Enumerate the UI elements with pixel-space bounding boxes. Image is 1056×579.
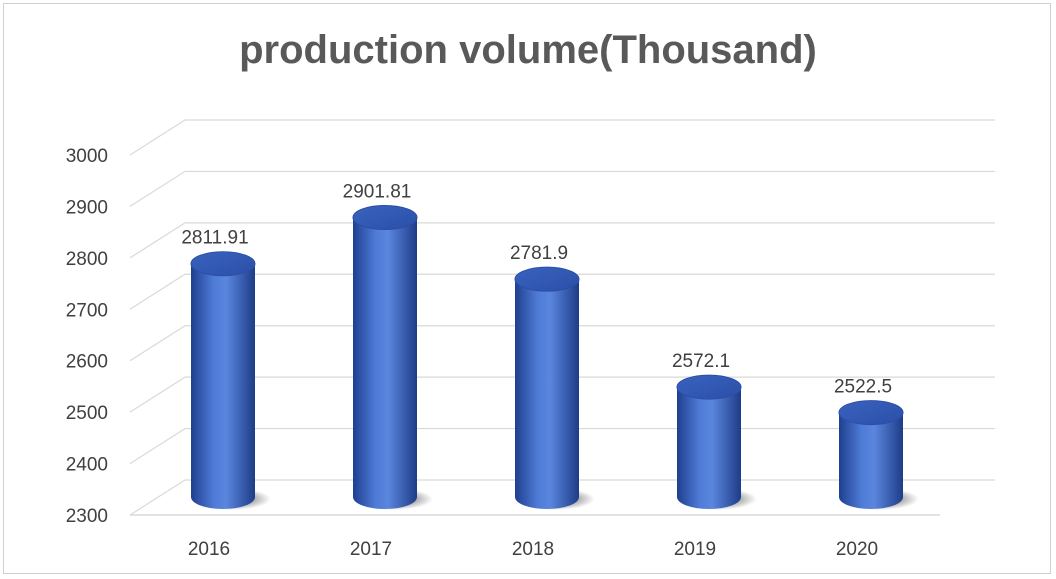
data-label: 2781.9 xyxy=(510,243,568,264)
gridline xyxy=(129,170,995,207)
x-tick-label: 2016 xyxy=(188,539,230,560)
y-tick-label: 2400 xyxy=(66,455,108,476)
bar xyxy=(191,263,255,509)
gridline xyxy=(129,325,995,362)
x-tick-label: 2018 xyxy=(512,539,554,560)
bar-top xyxy=(352,204,418,230)
x-tick-label: 2017 xyxy=(350,539,392,560)
bar-top xyxy=(676,374,742,400)
y-tick-label: 2800 xyxy=(66,249,108,270)
data-label: 2572.1 xyxy=(672,351,730,372)
bar xyxy=(353,217,417,509)
y-tick-label: 2700 xyxy=(66,300,108,321)
y-tick-label: 3000 xyxy=(66,146,108,167)
bar-top xyxy=(514,266,580,292)
bar xyxy=(839,412,903,509)
y-tick-label: 2900 xyxy=(66,197,108,218)
data-label: 2811.91 xyxy=(181,228,248,249)
gridline xyxy=(129,119,995,156)
bar xyxy=(515,279,579,509)
chart-title: production volume(Thousand) xyxy=(239,28,817,72)
gridline xyxy=(129,222,995,259)
x-tick-label: 2019 xyxy=(674,539,716,560)
bar-top xyxy=(190,251,256,277)
y-tick-label: 2300 xyxy=(66,506,108,527)
bar-top xyxy=(838,400,904,426)
y-tick-label: 2500 xyxy=(66,403,108,424)
x-tick-label: 2020 xyxy=(836,539,878,560)
data-label: 2522.5 xyxy=(834,377,892,398)
gridline xyxy=(129,273,995,310)
bar xyxy=(677,387,741,509)
y-tick-label: 2600 xyxy=(66,352,108,373)
data-label: 2901.81 xyxy=(343,181,412,202)
